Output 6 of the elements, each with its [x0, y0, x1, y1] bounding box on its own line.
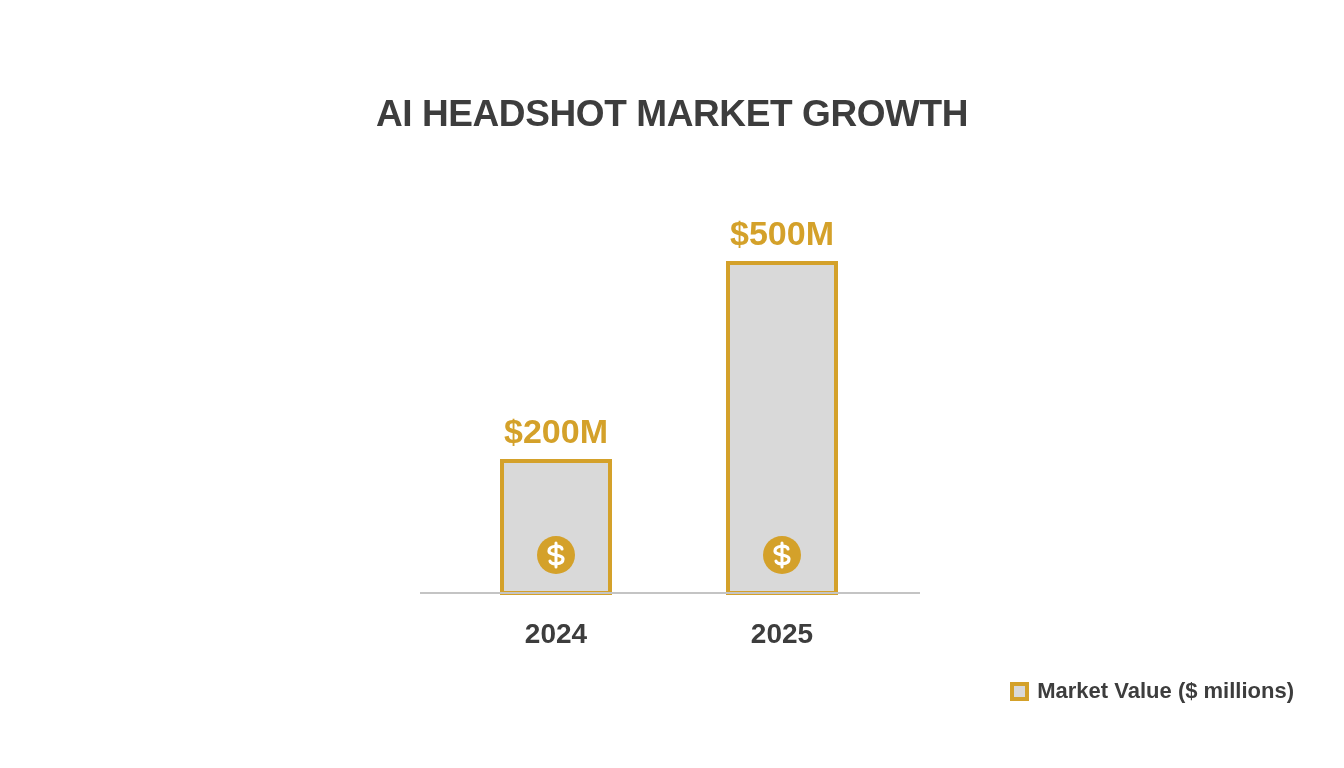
x-tick-label: 2025	[750, 618, 814, 649]
legend-label: Market Value ($ millions)	[1037, 678, 1294, 704]
x-tick-label: 2024	[524, 618, 588, 649]
chart-title: AI HEADSHOT MARKET GROWTH	[374, 93, 970, 135]
data-label: $200M	[504, 412, 608, 450]
data-label: $500M	[730, 214, 834, 252]
